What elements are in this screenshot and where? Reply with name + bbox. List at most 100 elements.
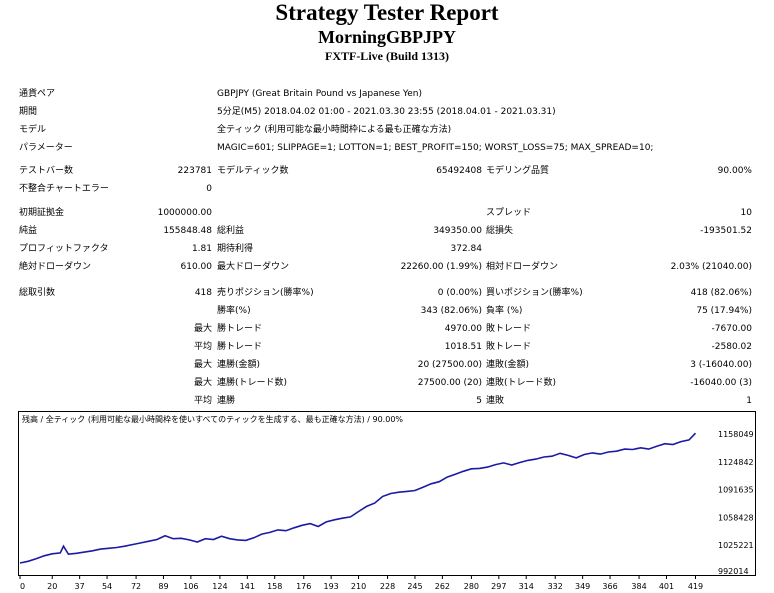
server-info: FXTF-Live (Build 1313): [324, 49, 449, 63]
net-profit-label: 純益: [19, 226, 38, 236]
gross-loss-label: 総損失: [486, 226, 514, 236]
max-prefix-1: 最大: [193, 324, 212, 334]
x-tick-label: 384: [631, 582, 646, 591]
quality-label: モデリング品質: [486, 166, 550, 176]
long-positions-value: 418 (82.06%): [690, 288, 752, 298]
rel-drawdown-label: 相対ドローダウン: [486, 262, 559, 272]
mismatch-value: 0: [206, 184, 212, 194]
loss-pct-label: 負率 (%): [486, 306, 523, 316]
avg-cons-wins-value: 5: [476, 396, 482, 406]
period-label: 期間: [19, 107, 38, 117]
max-drawdown-label: 最大ドローダウン: [217, 262, 290, 272]
avg-prefix-2: 平均: [193, 396, 212, 406]
x-tick-label: 349: [575, 582, 590, 591]
avg-cons-wins-label: 連勝: [217, 396, 236, 406]
x-tick-label: 280: [464, 582, 479, 591]
abs-drawdown-value: 610.00: [180, 262, 213, 272]
win-pct-value: 343 (82.06%): [420, 306, 482, 316]
ea-name: MorningGBPJPY: [318, 27, 456, 47]
spread-label: スプレッド: [486, 208, 532, 218]
avg-cons-losses-value: 1: [746, 396, 752, 406]
short-positions-label: 売りポジション(勝率%): [217, 288, 314, 298]
deposit-value: 1000000.00: [157, 208, 212, 218]
x-tick-label: 20: [47, 582, 57, 591]
profit-factor-value: 1.81: [191, 244, 212, 254]
x-tick-label: 245: [407, 582, 422, 591]
cons-losses-label: 連敗(金額): [486, 360, 530, 370]
ticks-value: 65492408: [436, 166, 482, 176]
best-trade-label: 勝トレード: [217, 324, 263, 334]
avg-win-label: 勝トレード: [217, 342, 263, 352]
net-profit-value: 155848.48: [163, 226, 212, 236]
gross-profit-label: 総利益: [217, 226, 245, 236]
long-positions-label: 買いポジション(勝率%): [486, 288, 583, 298]
avg-win-value: 1018.51: [444, 342, 482, 352]
x-tick-label: 314: [519, 582, 534, 591]
win-pct-label: 勝率(%): [217, 306, 251, 316]
avg-cons-losses-label: 連敗: [486, 396, 505, 406]
deposit-label: 初期証拠金: [19, 208, 65, 218]
profit-factor-label: プロフィットファクタ: [19, 244, 109, 254]
max-prefix-3: 最大: [193, 378, 212, 388]
x-tick-label: 124: [212, 582, 227, 591]
x-tick-label: 106: [183, 582, 198, 591]
report-title: Strategy Tester Report: [275, 0, 499, 25]
x-tick-label: 401: [659, 582, 674, 591]
balance-line: [19, 432, 697, 564]
x-tick-label: 332: [548, 582, 563, 591]
x-tick-label: 72: [131, 582, 141, 591]
x-tick-label: 297: [491, 582, 506, 591]
y-tick-label: 1025221: [718, 541, 754, 550]
avg-loss-label: 敗トレード: [486, 342, 532, 352]
cons-loss-label: 連敗(トレード数): [486, 378, 557, 388]
rel-drawdown-value: 2.03% (21040.00): [670, 262, 752, 272]
y-tick-label: 1091635: [718, 486, 754, 495]
balance-chart: 残高 / 全ティック (利用可能な最小時間枠を使いすべてのティックを生成する、最…: [18, 411, 756, 591]
x-tick-label: 37: [75, 582, 85, 591]
symbol-label: 通貨ペア: [19, 89, 56, 99]
expected-payoff-label: 期待利得: [217, 244, 254, 254]
cons-loss-value: -16040.00 (3): [690, 378, 752, 388]
x-tick-label: 210: [351, 582, 366, 591]
avg-prefix-1: 平均: [193, 342, 212, 352]
chart-caption: 残高 / 全ティック (利用可能な最小時間枠を使いすべてのティックを生成する、最…: [22, 414, 403, 424]
mismatch-label: 不整合チャートエラー: [19, 184, 109, 194]
cons-profit-value: 27500.00 (20): [417, 378, 482, 388]
abs-drawdown-label: 絶対ドローダウン: [19, 262, 92, 272]
x-tick-label: 158: [267, 582, 282, 591]
cons-profit-label: 連勝(トレード数): [217, 378, 288, 388]
x-tick-label: 0: [20, 582, 25, 591]
max-prefix-2: 最大: [193, 360, 212, 370]
total-trades-label: 総取引数: [19, 288, 56, 298]
cons-losses-value: 3 (-16040.00): [690, 360, 752, 370]
avg-loss-value: -2580.02: [711, 342, 752, 352]
y-tick-label: 992014: [718, 567, 749, 576]
worst-trade-label: 敗トレード: [486, 324, 532, 334]
expected-payoff-value: 372.84: [450, 244, 483, 254]
model-label: モデル: [19, 125, 47, 135]
x-tick-label: 228: [380, 582, 395, 591]
gross-profit-value: 349350.00: [433, 226, 482, 236]
x-tick-label: 262: [435, 582, 450, 591]
y-tick-label: 1058428: [718, 513, 754, 522]
short-positions-value: 0 (0.00%): [437, 288, 482, 298]
symbol-value: GBPJPY (Great Britain Pound vs Japanese …: [217, 89, 422, 99]
gross-loss-value: -193501.52: [700, 226, 752, 236]
parameters-value: MAGIC=601; SLIPPAGE=1; LOTTON=1; BEST_PR…: [217, 143, 654, 153]
y-tick-label: 1158049: [718, 430, 754, 439]
loss-pct-value: 75 (17.94%): [696, 306, 752, 316]
bars-value: 223781: [177, 166, 212, 176]
x-tick-label: 176: [296, 582, 311, 591]
y-axis-labels: 1158049 1124842 1091635 1058428 1025221 99201…: [718, 430, 754, 576]
parameters-label: パラメーター: [19, 143, 73, 153]
best-trade-value: 4970.00: [444, 324, 482, 334]
worst-trade-value: -7670.00: [711, 324, 752, 334]
x-tick-label: 54: [102, 582, 112, 591]
quality-value: 90.00%: [717, 166, 752, 176]
model-value: 全ティック (利用可能な最小時間枠による最も正確な方法): [217, 125, 452, 135]
bars-label: テストバー数: [19, 166, 74, 176]
x-tick-label: 141: [240, 582, 255, 591]
x-tick-label: 89: [158, 582, 168, 591]
ticks-label: モデルティック数: [217, 166, 289, 176]
period-value: 5分足(M5) 2018.04.02 01:00 - 2021.03.30 23…: [217, 107, 556, 117]
